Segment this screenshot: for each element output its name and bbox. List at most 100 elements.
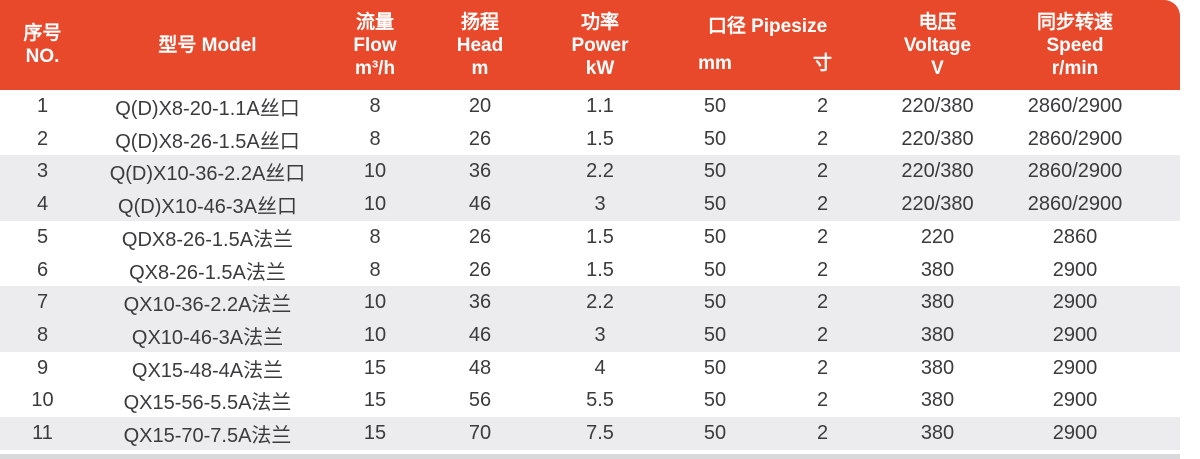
cell-model: QX10-46-3A法兰	[131, 327, 284, 349]
cell-speed: 2860	[1052, 225, 1098, 248]
header-model: 型号 Model	[85, 0, 330, 90]
cell-voltage: 220/380	[901, 94, 974, 117]
header-head: 扬程 Head m	[420, 0, 540, 90]
header-pipesize-subrow: mm 寸	[660, 52, 875, 75]
cell-model: Q(D)X8-20-1.1A丝口	[115, 97, 300, 120]
table-row: 3 Q(D)X10-36-2.2A丝口 10 36 2.2 50 2 220/3…	[0, 155, 1180, 189]
cell-power: 1.5	[586, 258, 614, 281]
table-row: 5 QDX8-26-1.5A法兰 8 26 1.5 50 2 220 2860	[0, 220, 1180, 254]
cell-pipe-mm: 50	[703, 94, 727, 117]
cell-power: 1.5	[586, 225, 614, 248]
cell-power: 2.2	[586, 160, 614, 183]
cell-no: 2	[36, 127, 49, 150]
cell-model: Q(D)X10-46-3A丝口	[118, 196, 297, 219]
cell-voltage: 380	[920, 422, 955, 445]
table-header-row: 序号 NO. 型号 Model 流量 Flow m³/h 扬程 Head m 功…	[0, 0, 1180, 90]
cell-power: 1.1	[586, 94, 614, 117]
header-voltage-unit: V	[931, 57, 944, 79]
cell-power: 3	[594, 324, 606, 346]
cell-power: 3	[594, 193, 606, 216]
header-no-en: NO.	[25, 46, 60, 67]
cell-speed: 2860/2900	[1027, 160, 1123, 183]
cell-voltage: 380	[920, 389, 955, 412]
header-voltage: 电压 Voltage V	[875, 0, 1000, 90]
header-head-en: Head	[456, 34, 504, 56]
cell-pipe-mm: 50	[703, 127, 727, 150]
cell-no: 10	[31, 389, 54, 412]
cell-power: 4	[594, 356, 606, 379]
cell-model: QX8-26-1.5A法兰	[129, 261, 286, 284]
cell-model: Q(D)X10-36-2.2A丝口	[109, 163, 306, 186]
cell-no: 5	[36, 225, 49, 248]
cell-speed: 2860/2900	[1027, 127, 1123, 150]
cell-pipe-cun: 2	[816, 94, 829, 117]
cell-pipe-cun: 2	[816, 225, 829, 248]
cell-speed: 2900	[1052, 258, 1098, 281]
cell-model: QX15-70-7.5A法兰	[123, 425, 292, 448]
cell-pipe-cun: 2	[816, 422, 829, 445]
cell-flow: 10	[363, 291, 387, 314]
cell-pipe-cun: 2	[816, 127, 829, 150]
cell-head: 56	[468, 389, 492, 412]
cell-head: 26	[468, 258, 492, 281]
cell-flow: 10	[363, 193, 387, 216]
table-row: 4 Q(D)X10-46-3A丝口 10 46 3 50 2 220/380 2…	[0, 188, 1180, 221]
cell-power: 5.5	[586, 389, 614, 412]
header-no-zh: 序号	[23, 23, 62, 44]
table-row: 9 QX15-48-4A法兰 15 48 4 50 2 380 2900	[0, 351, 1180, 385]
cell-pipe-mm: 50	[703, 324, 727, 346]
cell-voltage: 380	[920, 258, 955, 281]
cell-no: 9	[36, 356, 49, 379]
header-no: 序号 NO.	[0, 0, 85, 90]
header-speed: 同步转速 Speed r/min	[1000, 0, 1180, 90]
table-row: 10 QX15-56-5.5A法兰 15 56 5.5 50 2 380 290…	[0, 384, 1180, 418]
cell-pipe-cun: 2	[816, 356, 829, 379]
cell-voltage: 380	[920, 324, 955, 346]
cell-voltage: 220/380	[901, 193, 974, 216]
cell-flow: 8	[369, 94, 381, 117]
header-voltage-zh: 电压	[918, 11, 957, 33]
header-pipesize-mm: mm	[698, 53, 732, 74]
header-head-unit: m	[471, 57, 489, 79]
header-model-label: 型号 Model	[158, 34, 257, 56]
cell-model: QX15-48-4A法兰	[131, 359, 284, 382]
cell-head: 26	[468, 225, 492, 248]
header-power: 功率 Power kW	[540, 0, 660, 90]
cell-speed: 2900	[1052, 389, 1098, 412]
cell-no: 6	[36, 258, 49, 281]
bottom-divider	[0, 454, 1180, 459]
table-body: 1 Q(D)X8-20-1.1A丝口 8 20 1.1 50 2 220/380…	[0, 90, 1180, 451]
header-power-zh: 功率	[580, 11, 619, 33]
cell-speed: 2860/2900	[1027, 193, 1123, 216]
cell-pipe-cun: 2	[816, 291, 829, 314]
header-speed-en: Speed	[1046, 34, 1104, 56]
table-row: 11 QX15-70-7.5A法兰 15 70 7.5 50 2 380 290…	[0, 417, 1180, 451]
cell-head: 36	[468, 160, 492, 183]
cell-head: 46	[468, 324, 492, 346]
cell-no: 3	[36, 160, 49, 183]
cell-pipe-mm: 50	[703, 356, 727, 379]
header-voltage-en: Voltage	[903, 34, 972, 56]
cell-flow: 8	[369, 258, 381, 281]
cell-power: 1.5	[586, 127, 614, 150]
header-pipesize-group: 口径 Pipesize mm 寸	[660, 0, 875, 90]
cell-pipe-mm: 50	[703, 389, 727, 412]
cell-voltage: 220/380	[901, 160, 974, 183]
cell-pipe-mm: 50	[703, 225, 727, 248]
cell-pipe-mm: 50	[703, 291, 727, 314]
cell-flow: 8	[369, 127, 381, 150]
cell-power: 7.5	[586, 422, 614, 445]
table-row: 6 QX8-26-1.5A法兰 8 26 1.5 50 2 380 2900	[0, 253, 1180, 287]
cell-flow: 15	[363, 422, 387, 445]
cell-head: 70	[468, 422, 492, 445]
cell-pipe-cun: 2	[816, 160, 829, 183]
header-power-en: Power	[571, 34, 629, 56]
cell-flow: 15	[363, 389, 387, 412]
cell-head: 48	[468, 356, 492, 379]
table-row: 1 Q(D)X8-20-1.1A丝口 8 20 1.1 50 2 220/380…	[0, 90, 1180, 123]
cell-flow: 10	[363, 160, 387, 183]
cell-flow: 8	[369, 225, 381, 248]
table-row: 2 Q(D)X8-26-1.5A丝口 8 26 1.5 50 2 220/380…	[0, 122, 1180, 156]
